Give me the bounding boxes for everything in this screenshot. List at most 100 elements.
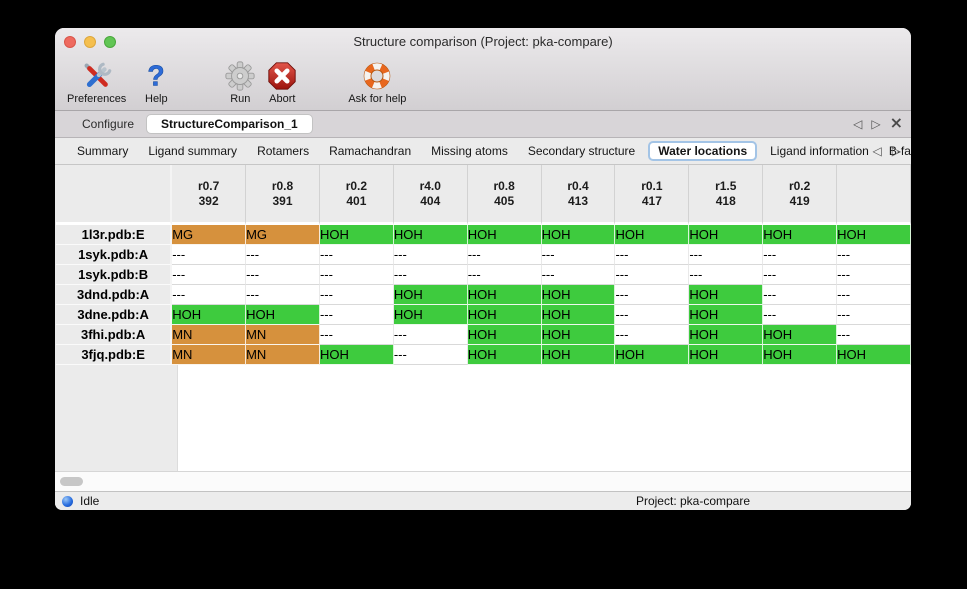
water-cell[interactable]: HOH xyxy=(689,325,764,345)
water-cell[interactable]: --- xyxy=(393,345,468,365)
next-tab-icon[interactable]: ▷ xyxy=(871,117,881,131)
water-cell[interactable]: --- xyxy=(763,245,838,265)
tab-ramachandran[interactable]: Ramachandran xyxy=(329,144,412,158)
water-cell[interactable]: --- xyxy=(467,265,542,285)
water-cell[interactable]: MN xyxy=(172,345,247,365)
water-cell[interactable]: --- xyxy=(763,265,838,285)
water-cell[interactable]: HOH xyxy=(689,285,764,305)
water-cell[interactable]: HOH xyxy=(541,285,616,305)
row-label[interactable]: 3dne.pdb:A xyxy=(56,305,173,325)
column-header[interactable]: r0.8 391 xyxy=(246,165,320,225)
water-cell[interactable]: --- xyxy=(615,245,690,265)
water-cell[interactable]: --- xyxy=(319,285,394,305)
titlebar[interactable]: Structure comparison (Project: pka-compa… xyxy=(55,28,911,55)
row-label[interactable]: 3dnd.pdb:A xyxy=(56,285,173,305)
water-cell[interactable]: --- xyxy=(319,325,394,345)
close-tab-icon[interactable]: × xyxy=(889,113,903,132)
water-cell[interactable]: HOH xyxy=(246,305,320,325)
water-cell[interactable]: --- xyxy=(319,245,394,265)
tab-configure[interactable]: Configure xyxy=(82,117,135,131)
column-header[interactable]: r0.8 405 xyxy=(467,165,542,225)
water-cell[interactable]: --- xyxy=(689,265,764,285)
water-cell[interactable]: HOH xyxy=(393,285,468,305)
water-cell[interactable]: --- xyxy=(319,305,394,325)
water-cell[interactable]: HOH xyxy=(467,345,542,365)
column-header[interactable]: r1.5 418 xyxy=(689,165,764,225)
water-cell[interactable]: --- xyxy=(837,285,911,305)
row-label[interactable]: 1syk.pdb:B xyxy=(56,265,173,285)
water-cell[interactable]: HOH xyxy=(319,225,394,245)
column-header[interactable]: r0.2 419 xyxy=(763,165,838,225)
tab-water-locations[interactable]: Water locations xyxy=(648,141,758,161)
tab-structurecomparison-1[interactable]: StructureComparison_1 xyxy=(146,114,313,134)
toolbar-abort-button[interactable]: Abort xyxy=(266,60,298,105)
water-cell[interactable]: HOH xyxy=(467,225,542,245)
water-cell[interactable]: --- xyxy=(837,245,911,265)
row-label[interactable]: 1l3r.pdb:E xyxy=(56,225,173,245)
water-cell[interactable]: HOH xyxy=(393,305,468,325)
water-cell[interactable]: HOH xyxy=(837,225,911,245)
water-cell[interactable]: HOH xyxy=(689,225,764,245)
minimize-button[interactable] xyxy=(84,36,96,48)
tab-missing-atoms[interactable]: Missing atoms xyxy=(431,144,508,158)
column-header[interactable] xyxy=(837,165,911,225)
water-cell[interactable]: HOH xyxy=(319,345,394,365)
water-cell[interactable]: --- xyxy=(393,265,468,285)
column-header[interactable]: r0.2 401 xyxy=(319,165,394,225)
column-header[interactable]: r4.0 404 xyxy=(393,165,468,225)
water-cell[interactable]: HOH xyxy=(172,305,247,325)
water-cell[interactable]: --- xyxy=(615,285,690,305)
water-cell[interactable]: HOH xyxy=(763,225,838,245)
water-cell[interactable]: HOH xyxy=(541,305,616,325)
water-cell[interactable]: HOH xyxy=(689,345,764,365)
water-cell[interactable]: HOH xyxy=(541,225,616,245)
column-header[interactable]: r0.7 392 xyxy=(172,165,247,225)
water-cell[interactable]: HOH xyxy=(763,345,838,365)
water-cell[interactable]: --- xyxy=(467,245,542,265)
water-cell[interactable]: --- xyxy=(763,305,838,325)
water-cell[interactable]: --- xyxy=(246,265,320,285)
water-cell[interactable]: MN xyxy=(246,325,320,345)
water-cell[interactable]: --- xyxy=(763,285,838,305)
prev-tab-icon[interactable]: ◁ xyxy=(872,144,882,158)
water-cell[interactable]: --- xyxy=(615,305,690,325)
toolbar-ask-for-help-button[interactable]: Ask for help xyxy=(348,60,406,105)
water-cell[interactable]: --- xyxy=(837,305,911,325)
water-cell[interactable]: --- xyxy=(615,325,690,345)
water-cell[interactable]: HOH xyxy=(541,345,616,365)
water-cell[interactable]: --- xyxy=(246,245,320,265)
water-cell[interactable]: HOH xyxy=(467,325,542,345)
water-cell[interactable]: --- xyxy=(689,245,764,265)
water-cell[interactable]: --- xyxy=(393,245,468,265)
water-cell[interactable]: HOH xyxy=(467,305,542,325)
water-cell[interactable]: MN xyxy=(172,325,247,345)
next-tab-icon[interactable]: ▷ xyxy=(891,144,901,158)
water-cell[interactable]: MG xyxy=(172,225,247,245)
column-header[interactable]: r0.1 417 xyxy=(615,165,690,225)
water-cell[interactable]: --- xyxy=(172,285,247,305)
water-cell[interactable]: HOH xyxy=(689,305,764,325)
water-cell[interactable]: HOH xyxy=(763,325,838,345)
tab-ligand-summary[interactable]: Ligand summary xyxy=(148,144,238,158)
toolbar-preferences-button[interactable]: Preferences xyxy=(67,60,126,105)
toolbar-run-button[interactable]: Run xyxy=(224,60,256,105)
tab-ligand-information[interactable]: Ligand information xyxy=(770,144,869,158)
water-cell[interactable]: HOH xyxy=(467,285,542,305)
row-label[interactable]: 3fjq.pdb:E xyxy=(56,345,173,365)
water-cell[interactable]: --- xyxy=(319,265,394,285)
water-cell[interactable]: --- xyxy=(246,285,320,305)
water-cell[interactable]: HOH xyxy=(393,225,468,245)
water-cell[interactable]: HOH xyxy=(615,225,690,245)
water-cell[interactable]: MN xyxy=(246,345,320,365)
water-cell[interactable]: --- xyxy=(837,265,911,285)
column-header[interactable]: r0.4 413 xyxy=(541,165,616,225)
row-label[interactable]: 3fhi.pdb:A xyxy=(56,325,173,345)
water-cell[interactable]: --- xyxy=(393,325,468,345)
row-label[interactable]: 1syk.pdb:A xyxy=(56,245,173,265)
prev-tab-icon[interactable]: ◁ xyxy=(853,117,863,131)
water-cell[interactable]: --- xyxy=(541,265,616,285)
tab-b-factors[interactable]: B-factors xyxy=(888,144,911,158)
toolbar-help-button[interactable]: ? Help xyxy=(140,60,172,105)
water-cell[interactable]: HOH xyxy=(541,325,616,345)
water-cell[interactable]: HOH xyxy=(615,345,690,365)
